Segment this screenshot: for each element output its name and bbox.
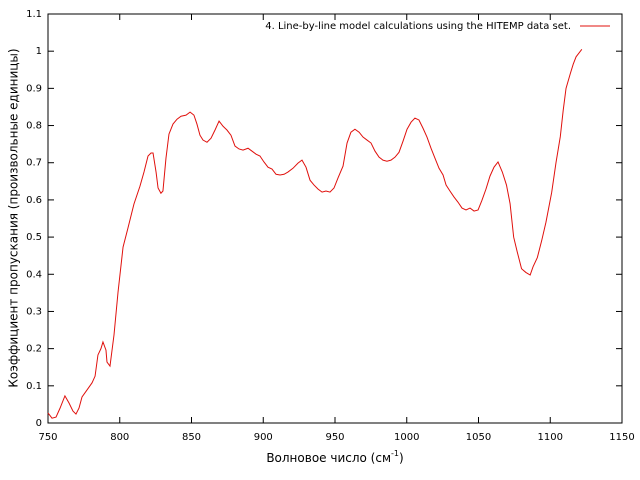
y-tick-label: 1.1: [26, 9, 42, 20]
x-tick-label: 1100: [538, 432, 563, 443]
x-tick-label: 950: [325, 432, 344, 443]
x-axis-label-end: ): [399, 451, 404, 465]
y-tick-label: 0.8: [26, 121, 42, 132]
y-tick-label: 0.2: [26, 344, 42, 355]
data-line: [47, 49, 583, 419]
y-tick-label: 1: [36, 46, 42, 57]
x-tick-label: 1150: [609, 432, 634, 443]
x-tick-label: 750: [38, 432, 57, 443]
y-tick-label: 0.4: [26, 269, 42, 280]
y-tick-label: 0.3: [26, 306, 42, 317]
plot-border: [47, 13, 623, 424]
x-tick-label: 1050: [466, 432, 491, 443]
x-axis-label: Волновое число (см-1): [266, 449, 403, 465]
x-tick-label: 800: [110, 432, 129, 443]
y-tick-label: 0.1: [26, 381, 42, 392]
y-tick-label: 0.9: [26, 83, 42, 94]
x-tick-label: 1000: [394, 432, 419, 443]
y-tick-label: 0: [36, 418, 42, 429]
x-tick-label: 900: [254, 432, 273, 443]
y-tick-label: 0.7: [26, 158, 42, 169]
y-tick-label: 0.6: [26, 195, 42, 206]
x-tick-label: 850: [182, 432, 201, 443]
y-tick-label: 0.5: [26, 232, 42, 243]
x-axis-label-superscript: -1: [391, 449, 399, 458]
legend-label: 4. Line-by-line model calculations using…: [265, 21, 571, 32]
y-axis-label: Коэффициент пропускания (произвольные ед…: [7, 48, 21, 387]
x-axis-label-text: Волновое число (см: [266, 451, 391, 465]
